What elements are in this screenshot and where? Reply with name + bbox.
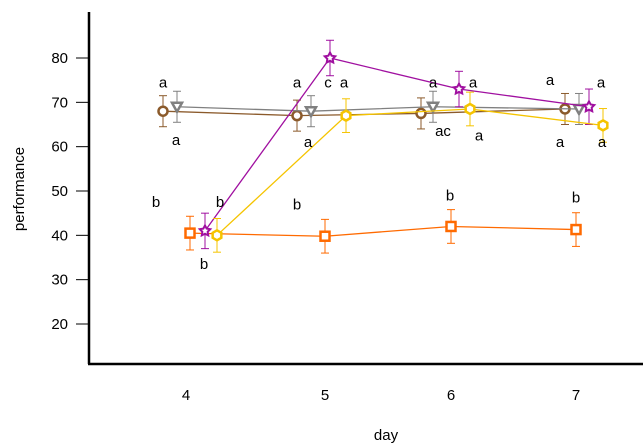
y-tick-label: 20 bbox=[51, 316, 68, 333]
series-line bbox=[176, 106, 580, 112]
data-point bbox=[445, 220, 457, 233]
data-point bbox=[184, 227, 196, 239]
y-axis-label: performance bbox=[11, 147, 28, 231]
significance-label: a bbox=[172, 132, 181, 149]
data-point bbox=[303, 105, 319, 119]
axes bbox=[87, 12, 643, 366]
data-point bbox=[322, 50, 338, 65]
significance-label: a bbox=[304, 134, 313, 151]
significance-label: b bbox=[200, 256, 208, 273]
x-ticks: 4 5 6 7 bbox=[182, 387, 580, 404]
data-point bbox=[211, 228, 223, 242]
data-point bbox=[169, 101, 185, 115]
significance-label: a bbox=[546, 72, 555, 89]
data-point bbox=[451, 81, 467, 96]
series-line bbox=[216, 108, 604, 236]
data-point bbox=[157, 105, 169, 117]
x-tick-label: 7 bbox=[572, 387, 580, 404]
series-circle bbox=[157, 92, 571, 132]
data-point bbox=[597, 118, 609, 132]
x-axis-label: day bbox=[374, 427, 399, 444]
y-tick-label: 50 bbox=[51, 183, 68, 200]
data-point bbox=[319, 230, 331, 242]
series-layer bbox=[157, 39, 609, 254]
significance-label: b bbox=[293, 196, 301, 213]
significance-label: a bbox=[475, 128, 484, 145]
y-tick-label: 60 bbox=[51, 139, 68, 156]
data-point bbox=[340, 109, 352, 123]
data-point bbox=[415, 107, 427, 120]
significance-label: a bbox=[556, 134, 565, 151]
significance-label: ac bbox=[435, 123, 451, 140]
series-line bbox=[204, 57, 590, 232]
series-hexagon bbox=[211, 91, 609, 253]
data-point bbox=[291, 109, 303, 122]
significance-label: b bbox=[446, 187, 454, 204]
x-tick-label: 6 bbox=[447, 387, 455, 404]
y-ticks: 20 30 40 50 60 70 80 bbox=[51, 50, 89, 333]
significance-label: a bbox=[597, 74, 606, 91]
significance-label: a bbox=[469, 74, 478, 91]
data-point bbox=[464, 102, 476, 116]
y-tick-label: 40 bbox=[51, 227, 68, 244]
significance-label: a bbox=[293, 74, 302, 91]
series-star bbox=[197, 39, 597, 250]
y-tick-label: 30 bbox=[51, 272, 68, 289]
significance-label: a bbox=[429, 74, 438, 91]
significance-label: b bbox=[152, 194, 160, 211]
significance-label: a bbox=[340, 74, 349, 91]
x-tick-label: 5 bbox=[321, 387, 329, 404]
significance-label: b bbox=[216, 194, 224, 211]
data-point bbox=[425, 101, 441, 115]
series-square bbox=[184, 209, 582, 254]
series-triangle-down bbox=[169, 90, 587, 128]
data-point bbox=[581, 99, 597, 114]
data-point bbox=[197, 223, 213, 238]
series-line bbox=[189, 225, 577, 237]
significance-label: c bbox=[324, 74, 332, 91]
significance-label: a bbox=[159, 74, 168, 91]
x-tick-label: 4 bbox=[182, 387, 190, 404]
y-tick-label: 80 bbox=[51, 50, 68, 67]
significance-label: a bbox=[598, 134, 607, 151]
y-tick-label: 70 bbox=[51, 94, 68, 111]
significance-label: b bbox=[572, 190, 580, 207]
data-point bbox=[570, 223, 582, 236]
